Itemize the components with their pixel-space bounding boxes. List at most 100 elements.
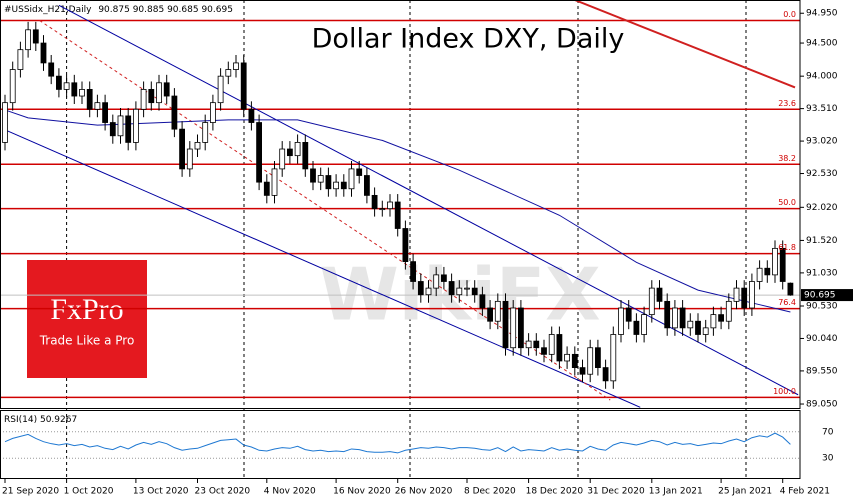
candle-body [317, 175, 324, 183]
rsi-tick-label: 70 [822, 427, 834, 437]
candle-body [156, 82, 162, 104]
quote-open: 90.875 [98, 5, 130, 15]
candle-body [464, 287, 470, 290]
candle-body [417, 281, 424, 296]
candle-body [179, 128, 186, 170]
y-tick-label: 89.050 [806, 400, 838, 410]
candle-body [571, 353, 578, 368]
candle-body [302, 142, 309, 170]
indicator-line [574, 0, 796, 89]
candle-body [132, 108, 139, 143]
candle-body [387, 201, 393, 210]
candle-body [32, 29, 39, 44]
rsi-line [4, 432, 791, 454]
quote-low: 90.685 [167, 5, 199, 15]
candle-body [641, 314, 647, 335]
candle-body [433, 274, 440, 289]
candle-body [687, 320, 694, 329]
candle-body [56, 75, 62, 90]
y-tick-label: 93.020 [806, 137, 838, 147]
candle-body [79, 89, 85, 97]
candle-body [279, 148, 286, 170]
y-tick-label: 90.530 [806, 302, 838, 312]
candle-body [310, 168, 316, 183]
x-tick-label: 18 Dec 2020 [526, 487, 584, 497]
candle-body [502, 300, 509, 349]
candle-body [510, 307, 517, 349]
y-tick-label: 89.550 [806, 366, 838, 376]
candle-body [2, 102, 8, 143]
candle-body [379, 208, 386, 211]
candle-body [602, 367, 609, 382]
fib-label: 100.0 [773, 387, 796, 396]
y-tick-label: 91.030 [806, 268, 838, 278]
candle-body [410, 261, 417, 282]
candle-body [618, 307, 624, 335]
candle-body [325, 175, 332, 190]
candle-body [363, 175, 370, 196]
candle-body [695, 320, 701, 335]
candle-body [294, 142, 301, 157]
candle-body [17, 49, 24, 70]
candle-body [518, 307, 524, 349]
candle-body [772, 247, 778, 276]
indicator-line [4, 129, 641, 408]
candle-body [248, 108, 255, 123]
candle-body [633, 320, 640, 335]
quote-high: 90.885 [133, 5, 165, 15]
candle-body [371, 194, 378, 210]
y-tick-label: 90.040 [806, 334, 838, 344]
rsi-name: RSI(14) [4, 415, 37, 425]
candle-body [710, 314, 717, 329]
symbol: #USSidx_H21,Daily [4, 5, 92, 15]
candle-body [9, 69, 16, 104]
candle-body [456, 287, 463, 296]
y-tick-label: 91.520 [806, 236, 838, 246]
candle-body [102, 102, 108, 123]
candle-body [71, 82, 78, 97]
logo-background [27, 260, 147, 378]
candle-body [579, 367, 586, 375]
candle-body [625, 307, 632, 322]
candle-body [209, 102, 216, 123]
candle-body [86, 89, 93, 110]
candle-body [394, 201, 401, 229]
fib-label: 0.0 [783, 10, 796, 19]
x-tick-label: 23 Oct 2020 [195, 487, 251, 497]
candle-body [109, 122, 116, 137]
y-tick-label: 94.000 [806, 72, 838, 82]
candle-body [479, 294, 486, 309]
fib-label: 50.0 [778, 198, 796, 207]
candle-body [202, 122, 209, 143]
candle-body [564, 353, 570, 362]
fib-label: 61.8 [778, 243, 796, 252]
candle-body [348, 168, 355, 190]
candle-body [595, 347, 601, 368]
candle-body [356, 168, 363, 176]
last-price-box [801, 289, 853, 302]
x-tick-label: 26 Nov 2020 [395, 487, 453, 497]
candle-body [471, 287, 478, 296]
y-tick-label: 92.020 [806, 203, 838, 213]
candle-body [533, 340, 540, 349]
candle-body [756, 267, 763, 282]
candle-body [787, 282, 794, 296]
x-tick-label: 13 Oct 2020 [133, 487, 189, 497]
rsi-last: 50.9267 [40, 415, 77, 425]
candle-body [240, 62, 247, 110]
candle-body [548, 334, 555, 355]
candle-body [40, 42, 47, 64]
x-tick-label: 13 Jan 2021 [649, 487, 703, 497]
y-tick-label: 94.500 [806, 39, 838, 49]
candle-body [679, 307, 686, 329]
candle-body [672, 307, 678, 329]
candle-body [764, 267, 771, 276]
y-tick-label: 92.530 [806, 169, 838, 179]
candle-body [402, 228, 409, 263]
candle-body [610, 334, 617, 382]
candle-body [140, 89, 147, 110]
candle-body [718, 314, 724, 322]
x-tick-label: 21 Sep 2020 [2, 487, 59, 497]
